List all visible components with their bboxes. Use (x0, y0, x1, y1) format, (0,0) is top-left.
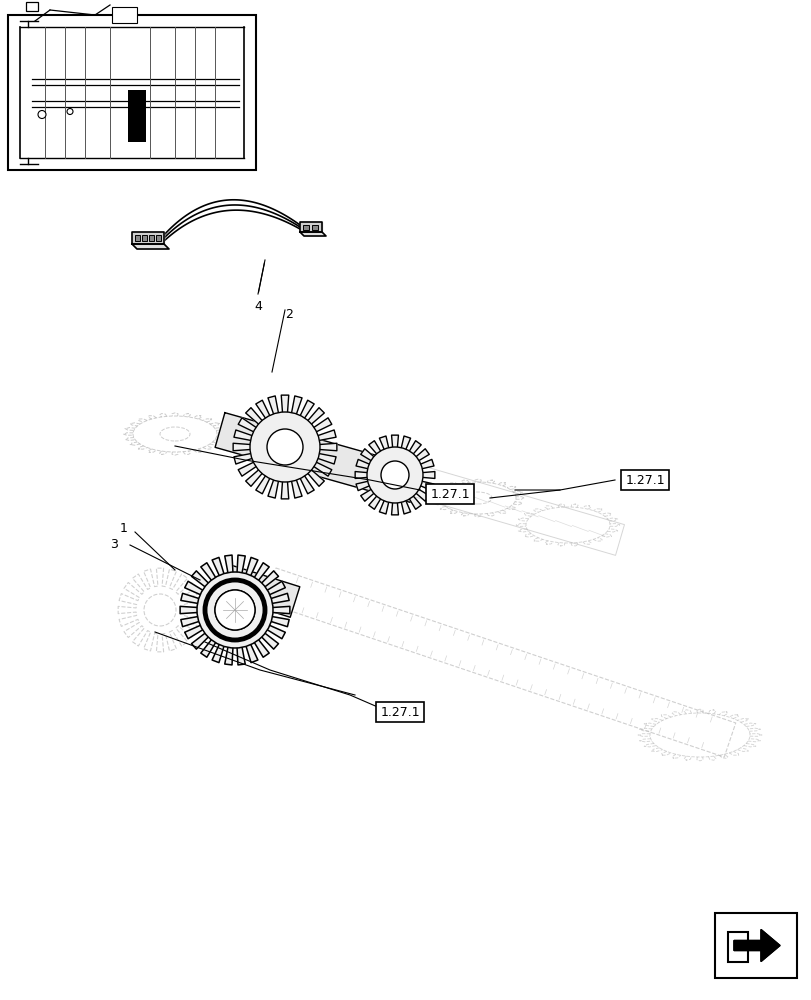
Text: 3: 3 (109, 538, 118, 551)
Bar (148, 235, 154, 241)
Bar (8, 15, 255, 170)
Text: 1.27.1: 1.27.1 (430, 488, 470, 500)
Bar (727, 932, 747, 962)
Polygon shape (132, 244, 169, 249)
Bar (714, 913, 796, 978)
Polygon shape (264, 568, 735, 757)
Bar (112, 7, 137, 23)
Polygon shape (354, 435, 435, 515)
Bar (128, 90, 146, 142)
Polygon shape (233, 395, 337, 499)
Text: 1: 1 (120, 522, 127, 535)
Polygon shape (299, 222, 322, 232)
Polygon shape (733, 930, 779, 962)
Bar (26, 2, 38, 11)
Polygon shape (299, 232, 325, 236)
Circle shape (380, 461, 409, 489)
Bar (142, 235, 147, 241)
Circle shape (38, 110, 46, 118)
Text: 1.27.1: 1.27.1 (624, 474, 664, 487)
Polygon shape (385, 458, 624, 555)
Circle shape (367, 447, 423, 503)
Circle shape (67, 108, 73, 114)
Circle shape (197, 572, 272, 648)
Bar (156, 235, 161, 241)
Bar (303, 225, 309, 230)
Text: 1.27.1: 1.27.1 (380, 706, 419, 718)
Circle shape (267, 429, 303, 465)
Polygon shape (220, 565, 299, 617)
Circle shape (215, 590, 255, 630)
Polygon shape (180, 555, 290, 665)
Bar (311, 225, 318, 230)
Text: 4: 4 (254, 300, 262, 313)
Polygon shape (215, 413, 419, 502)
Text: 2: 2 (285, 308, 293, 321)
Circle shape (215, 590, 255, 630)
Bar (135, 235, 139, 241)
Polygon shape (132, 232, 164, 244)
Polygon shape (733, 930, 779, 962)
Circle shape (250, 412, 320, 482)
